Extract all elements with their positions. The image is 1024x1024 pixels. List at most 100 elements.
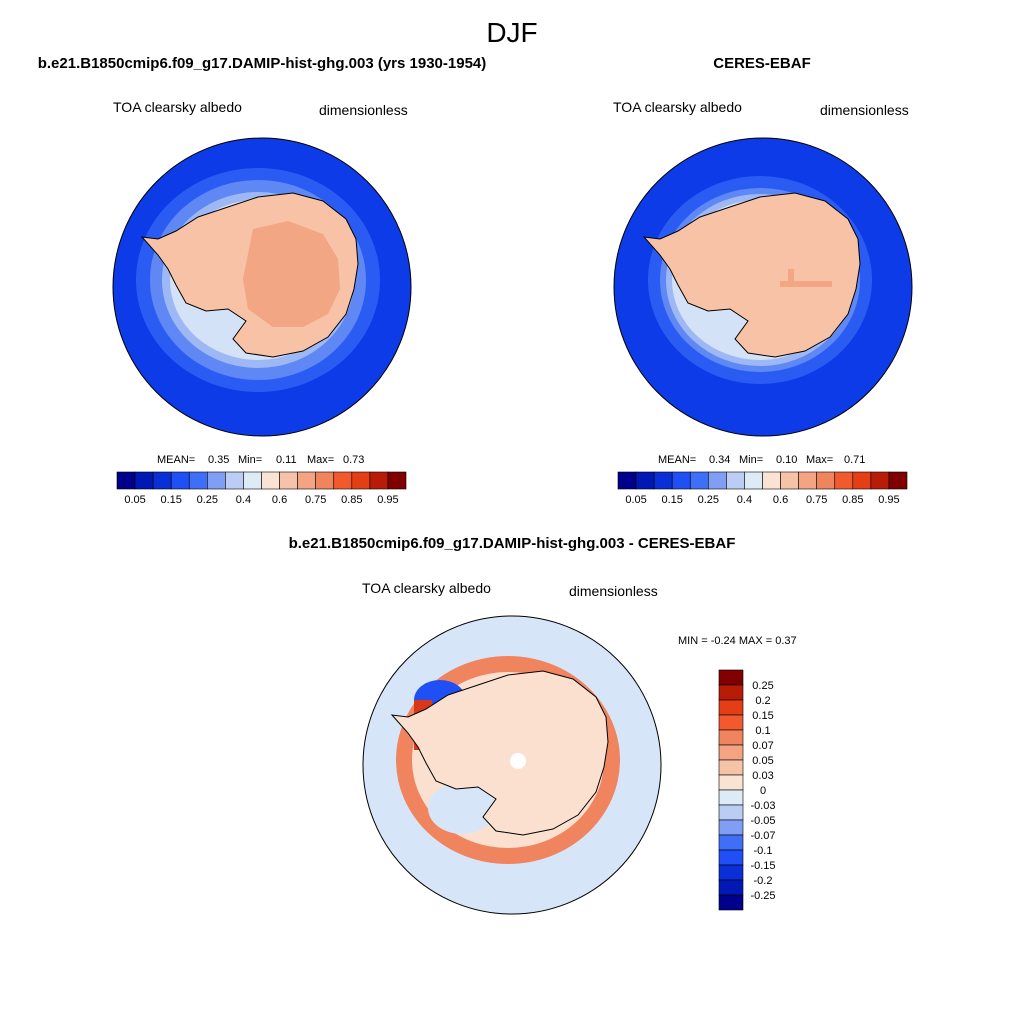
diff-colorbar-box: [718, 774, 744, 791]
obs-min-label: Min=: [739, 454, 763, 466]
diff-minmax-label: MIN = -0.24 MAX = 0.37: [678, 635, 797, 647]
diff-colorbar-box: [718, 864, 744, 881]
obs-colorbar-box: [635, 471, 655, 490]
model-map-border: [112, 137, 412, 437]
obs-colorbar-box: [762, 471, 781, 490]
obs-plateau-streak-2: [788, 269, 794, 283]
obs-panel: CERES-EBAF TOA clearsky albedo dimension…: [613, 55, 913, 506]
diff-colorbar-box: [718, 714, 744, 731]
diff-colorbar-tick-label: -0.05: [750, 815, 775, 827]
obs-colorbar-box: [617, 471, 637, 490]
model-min-label: Min=: [238, 454, 262, 466]
obs-colorbar-box: [816, 471, 836, 490]
diff-colorbar-tick-label: 0.15: [752, 710, 773, 722]
figure-title: DJF: [486, 17, 537, 48]
obs-colorbar-box: [852, 471, 872, 490]
obs-colorbar-box: [708, 471, 727, 490]
obs-colorbar-box: [671, 471, 691, 490]
obs-stats: MEAN= 0.34 Min= 0.10 Max= 0.71: [658, 454, 865, 466]
diff-units-label: dimensionless: [569, 583, 658, 599]
diff-colorbar-box: [718, 849, 744, 866]
diff-colorbar-tick-label: 0.25: [752, 680, 773, 692]
obs-colorbar-box: [870, 471, 890, 490]
model-units-label: dimensionless: [319, 102, 408, 118]
obs-colorbar-tick-label: 0.4: [737, 494, 752, 506]
model-colorbar-tick-label: 0.25: [197, 494, 218, 506]
model-colorbar-box: [116, 471, 136, 490]
diff-colorbar-box: [718, 879, 744, 896]
diff-ross-pale: [428, 782, 496, 834]
model-colorbar-box: [387, 471, 407, 490]
model-colorbar-box: [351, 471, 371, 490]
obs-colorbar-tick-label: 0.75: [806, 494, 827, 506]
model-colorbar-box: [279, 471, 298, 490]
model-min-value: 0.11: [276, 454, 297, 466]
diff-pole-spot: [510, 753, 526, 769]
diff-panel: b.e21.B1850cmip6.f09_g17.DAMIP-hist-ghg.…: [289, 535, 797, 915]
obs-panel-title: CERES-EBAF: [713, 55, 811, 72]
model-colorbar-box: [188, 471, 208, 490]
model-colorbar-box: [134, 471, 154, 490]
diff-colorbar-tick-label: 0.2: [755, 695, 770, 707]
obs-colorbar-tick-label: 0.95: [878, 494, 899, 506]
model-colorbar-box: [207, 471, 226, 490]
model-colorbar-box: [297, 471, 316, 490]
diff-colorbar-box: [718, 684, 744, 701]
diff-colorbar-box: [718, 759, 744, 776]
model-colorbar-box: [225, 471, 244, 490]
model-colorbar-box: [261, 471, 280, 490]
model-colorbar-tick-label: 0.05: [124, 494, 145, 506]
diff-colorbar-box: [718, 669, 744, 686]
model-panel-title: b.e21.B1850cmip6.f09_g17.DAMIP-hist-ghg.…: [38, 55, 487, 72]
diff-colorbar-box: [718, 894, 744, 911]
obs-colorbar-box: [689, 471, 709, 490]
diff-colorbar-tick-label: 0.07: [752, 740, 773, 752]
model-colorbar-tick-label: 0.15: [160, 494, 181, 506]
diff-colorbar-box: [718, 804, 744, 821]
model-colorbar-tick-label: 0.85: [341, 494, 362, 506]
model-stats: MEAN= 0.35 Min= 0.11 Max= 0.73: [157, 454, 364, 466]
model-colorbar-tick-label: 0.75: [305, 494, 326, 506]
obs-map-border: [613, 137, 913, 437]
diff-colorbar-box: [718, 699, 744, 716]
model-colorbar-box: [152, 471, 172, 490]
model-ice-plateau: [243, 221, 340, 327]
model-mean-label: MEAN=: [157, 454, 195, 466]
obs-colorbar-tick-label: 0.15: [661, 494, 682, 506]
diff-colorbar-tick-label: 0.1: [755, 725, 770, 737]
obs-plateau-streak: [780, 281, 832, 287]
obs-colorbar: 0.05 0.15 0.25 0.4 0.6 0.75 0.85 0.95: [617, 471, 908, 506]
model-colorbar-box: [170, 471, 190, 490]
model-map: [113, 138, 411, 436]
obs-variable-label: TOA clearsky albedo: [613, 99, 742, 115]
model-panel: b.e21.B1850cmip6.f09_g17.DAMIP-hist-ghg.…: [38, 55, 487, 506]
model-colorbar-box: [369, 471, 389, 490]
model-colorbar-tick-label: 0.6: [272, 494, 287, 506]
diff-colorbar-tick-label: -0.15: [750, 860, 775, 872]
diff-colorbar-tick-label: -0.25: [750, 890, 775, 902]
obs-min-value: 0.10: [776, 454, 797, 466]
obs-map: [614, 138, 912, 436]
obs-mean-label: MEAN=: [658, 454, 696, 466]
diff-colorbar-tick-label: 0.05: [752, 755, 773, 767]
model-colorbar-box: [243, 471, 262, 490]
diff-colorbar-box: [718, 819, 744, 836]
diff-colorbar-tick-label: -0.07: [750, 830, 775, 842]
obs-colorbar-box: [798, 471, 817, 490]
diff-variable-label: TOA clearsky albedo: [362, 580, 491, 596]
model-colorbar-tick-label: 0.95: [377, 494, 398, 506]
diff-colorbar-box: [718, 729, 744, 746]
obs-colorbar-tick-label: 0.6: [773, 494, 788, 506]
obs-mean-value: 0.34: [709, 454, 730, 466]
obs-colorbar-box: [744, 471, 763, 490]
diff-colorbar-box: [718, 834, 744, 851]
diff-map-border: [362, 615, 662, 915]
model-colorbar-box: [333, 471, 353, 490]
model-variable-label: TOA clearsky albedo: [113, 99, 242, 115]
obs-colorbar-box: [780, 471, 799, 490]
diff-colorbar-tick-label: -0.1: [754, 845, 773, 857]
model-max-value: 0.73: [343, 454, 364, 466]
model-colorbar: 0.05 0.15 0.25 0.4 0.6 0.75 0.85 0.95: [116, 471, 407, 506]
diff-colorbar-box: [718, 789, 744, 806]
